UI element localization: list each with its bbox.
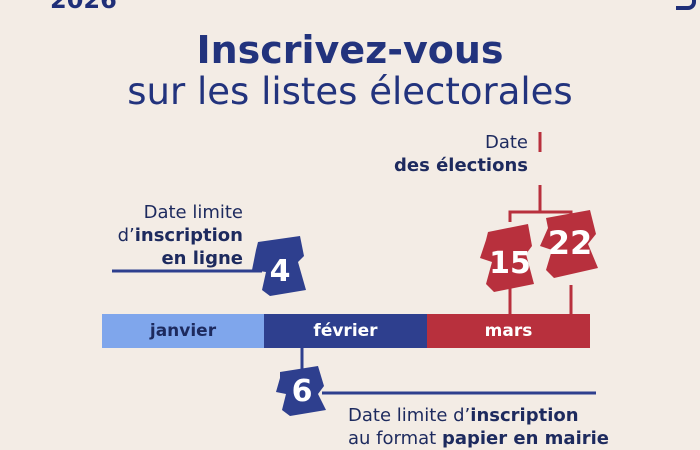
badge-4-shape: [252, 236, 306, 296]
page-subtitle: sur les listes électorales: [127, 70, 573, 113]
badge-15-shape: [480, 224, 534, 292]
month-february: février: [264, 314, 427, 348]
paper-deadline-label: Date limite d’inscription au format papi…: [348, 405, 609, 449]
badge-6-shape: [276, 366, 326, 416]
badge-22-shape: [540, 210, 598, 278]
year-label: 2026: [50, 0, 117, 14]
paper-deadline-day: 6: [291, 374, 313, 409]
month-march: mars: [427, 314, 590, 348]
month-january: janvier: [102, 314, 264, 348]
page-title: Inscrivez-vous: [196, 28, 504, 72]
online-deadline-label: Date limite d’inscription en ligne: [117, 202, 243, 269]
elections-label: Date des élections: [394, 132, 528, 176]
election-round1-day: 15: [489, 246, 531, 281]
corner-logo-mark: [676, 0, 696, 10]
online-deadline-day: 4: [269, 254, 291, 289]
election-round2-day: 22: [547, 224, 593, 262]
